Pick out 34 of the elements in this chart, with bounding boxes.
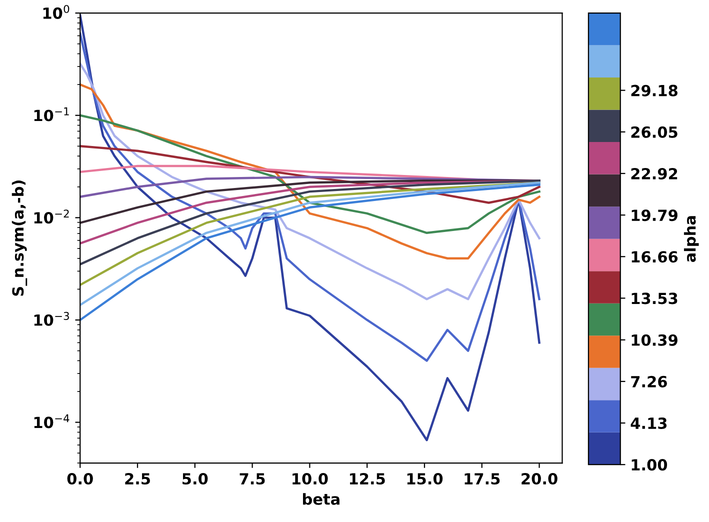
x-tick-label: 15.0 [407, 473, 443, 485]
line-series [80, 32, 540, 362]
color-bar-label: 26.05 [631, 126, 678, 138]
line-series [80, 83, 540, 260]
y-tick-label: 10$^{−1}$ [34, 107, 69, 122]
x-tick-label: 0.0 [67, 473, 93, 485]
x-tick-label: 2.5 [125, 473, 150, 485]
y-tick-label: 10$^{−2}$ [34, 210, 69, 224]
line-series [80, 145, 540, 204]
x-tick-label: 20.0 [522, 473, 558, 485]
line-series [80, 114, 540, 234]
x-tick-label: 10.0 [292, 473, 328, 485]
color-bar-title: alpha [684, 216, 699, 262]
x-tick-label: 12.5 [350, 473, 385, 485]
color-bar-label: 7.26 [631, 376, 667, 388]
line-series [80, 180, 540, 266]
line-series [80, 14, 540, 442]
x-axis-title: beta [303, 493, 340, 505]
color-bar-label: 16.66 [632, 251, 678, 263]
color-bar-label: 13.53 [632, 292, 678, 304]
color-bar-label: 29.18 [631, 84, 678, 96]
color-bar-label: 1.00 [632, 459, 668, 471]
line-series [80, 62, 540, 300]
y-axis-title: S_n.sym(a,-b) [12, 180, 28, 296]
y-tick-label: 10$^{−3}$ [34, 312, 69, 326]
color-bar-label: 10.39 [632, 334, 678, 346]
y-tick-label: 10$^{0}$ [43, 4, 70, 19]
x-tick-label: 17.5 [464, 473, 500, 485]
x-tick-label: 7.5 [240, 473, 265, 485]
y-tick-label: 10$^{−4}$ [34, 414, 70, 428]
x-tick-label: 5.0 [182, 473, 208, 485]
color-bar-label: 4.13 [630, 417, 667, 430]
color-bar-label: 19.79 [632, 210, 678, 222]
color-bar-label: 22.92 [631, 168, 678, 180]
